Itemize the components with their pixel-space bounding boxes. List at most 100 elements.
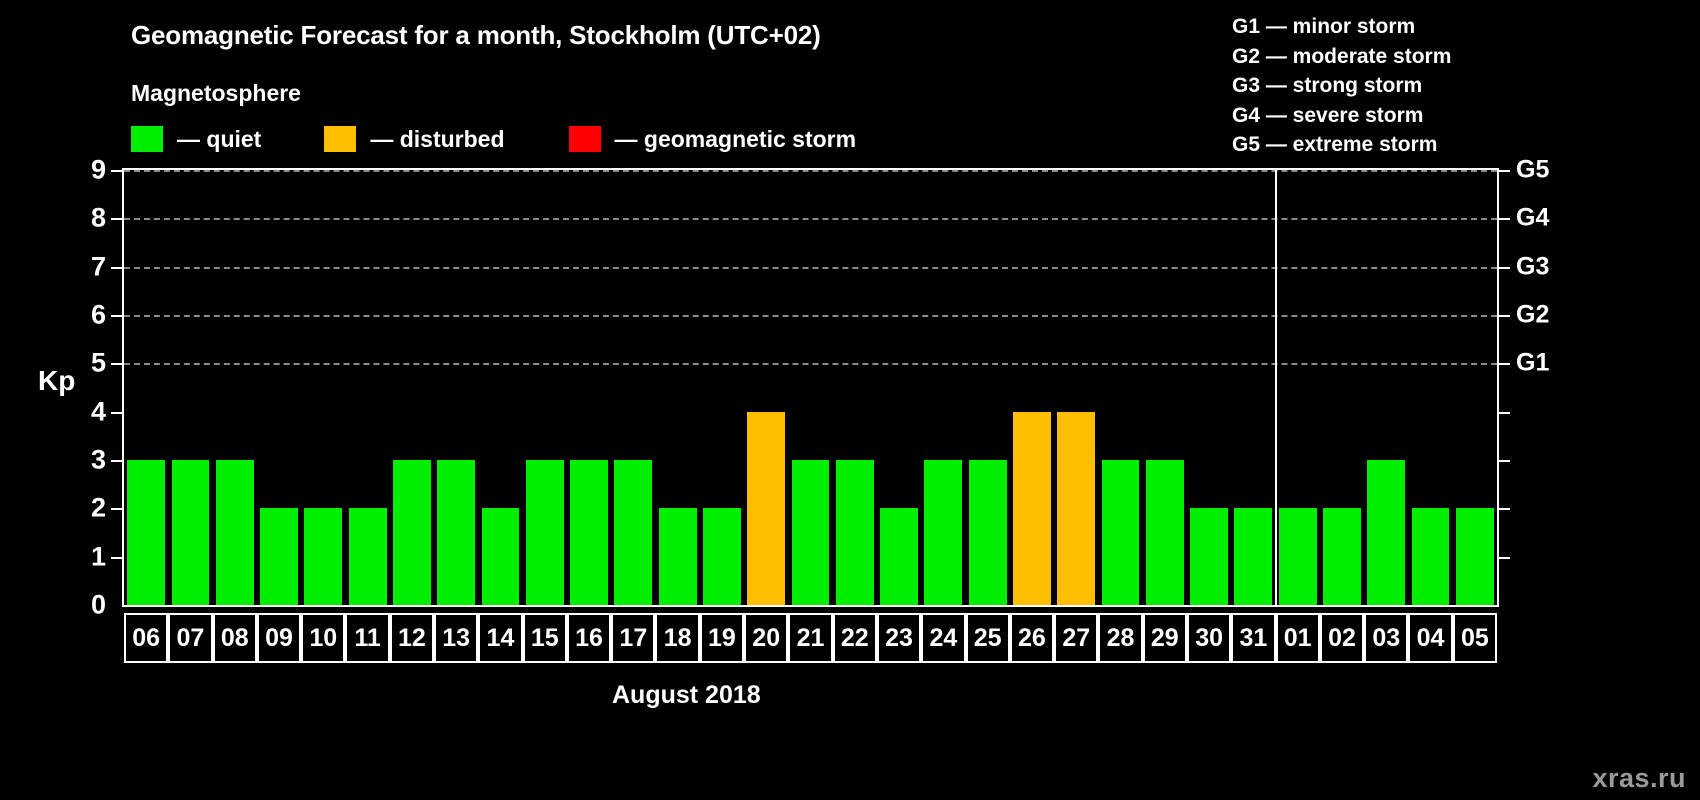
day-label-01[interactable]: 01 (1275, 613, 1320, 663)
bar-day-29[interactable] (1145, 460, 1184, 605)
day-label-11[interactable]: 11 (345, 613, 390, 663)
bar-day-15[interactable] (525, 460, 564, 605)
day-label-06[interactable]: 06 (124, 613, 169, 663)
legend-item-disturbed: — disturbed (324, 126, 505, 153)
bar-day-20[interactable] (747, 411, 786, 605)
day-label-25[interactable]: 25 (965, 613, 1010, 663)
day-label-13[interactable]: 13 (434, 613, 479, 663)
bar-day-09[interactable] (260, 508, 298, 605)
legend-item-storm: — geomagnetic storm (568, 126, 856, 153)
day-label-24[interactable]: 24 (921, 613, 966, 663)
gscale-legend: G1 — minor storm G2 — moderate storm G3 … (1232, 12, 1451, 160)
day-label-20[interactable]: 20 (744, 613, 789, 663)
y-tick-label-3: 3 (90, 444, 106, 475)
day-label-07[interactable]: 07 (168, 613, 213, 663)
legend-swatch-quiet-icon (131, 126, 163, 152)
day-label-03[interactable]: 03 (1364, 613, 1409, 663)
day-label-18[interactable]: 18 (655, 613, 700, 663)
magnetosphere-legend: — quiet — disturbed — geomagnetic storm (131, 124, 856, 154)
bar-day-17[interactable] (614, 460, 653, 605)
g-tick (1499, 508, 1510, 511)
legend-swatch-disturbed-icon (324, 126, 357, 152)
day-label-16[interactable]: 16 (566, 613, 612, 663)
day-label-28[interactable]: 28 (1098, 613, 1143, 663)
y-tick (111, 411, 122, 414)
y-tick (111, 363, 122, 366)
bar-day-19[interactable] (702, 508, 741, 605)
day-label-19[interactable]: 19 (699, 613, 745, 663)
bar-day-05[interactable] (1455, 508, 1494, 605)
bar-day-12[interactable] (392, 460, 431, 605)
g-tick (1499, 556, 1510, 559)
bar-day-11[interactable] (348, 508, 387, 605)
bar-day-16[interactable] (570, 460, 608, 605)
g-tick (1499, 363, 1510, 366)
y-tick (111, 508, 122, 511)
bar-day-24[interactable] (924, 460, 963, 605)
gscale-line-g4: G4 — severe storm (1232, 103, 1424, 127)
y-tick (111, 218, 122, 221)
day-label-04[interactable]: 04 (1408, 613, 1453, 663)
bar-day-30[interactable] (1190, 508, 1229, 605)
g-tick (1499, 315, 1510, 317)
g-axis-label-G1: G1 (1516, 348, 1550, 377)
bar-day-25[interactable] (968, 460, 1007, 605)
gscale-line-g3: G3 — strong storm (1232, 74, 1423, 97)
bar-day-10[interactable] (304, 508, 343, 605)
bar-day-26[interactable] (1013, 411, 1051, 605)
g-tick (1499, 218, 1510, 221)
bar-day-03[interactable] (1367, 460, 1406, 605)
bar-day-23[interactable] (880, 508, 918, 605)
bar-day-06[interactable] (127, 460, 166, 605)
bar-day-18[interactable] (658, 508, 697, 605)
y-tick-label-1: 1 (90, 541, 106, 572)
day-label-29[interactable]: 29 (1142, 613, 1187, 663)
day-label-09[interactable]: 09 (256, 613, 302, 663)
day-label-22[interactable]: 22 (832, 613, 877, 663)
gridline (124, 218, 1497, 221)
gridline (124, 315, 1497, 317)
x-axis-day-labels: 06 07 08 09 10 11 12 13 14 15 16 17 18 19 20 21 22 23 24 25… (122, 613, 1499, 663)
day-label-15[interactable]: 15 (522, 613, 567, 663)
bar-day-31[interactable] (1234, 508, 1273, 605)
day-label-05[interactable]: 05 (1452, 613, 1497, 663)
bar-day-14[interactable] (481, 508, 520, 605)
day-label-17[interactable]: 17 (611, 613, 656, 663)
y-tick-label-8: 8 (90, 202, 106, 233)
bar-day-04[interactable] (1411, 508, 1450, 605)
y-tick (111, 266, 122, 269)
g-axis-label-G5: G5 (1516, 155, 1550, 184)
day-label-21[interactable]: 21 (788, 613, 833, 663)
day-label-30[interactable]: 30 (1186, 613, 1232, 663)
y-tick-label-6: 6 (90, 299, 106, 330)
gridline (124, 266, 1497, 269)
bar-day-27[interactable] (1057, 411, 1096, 605)
legend-label-quiet: — quiet (177, 125, 262, 152)
day-label-02[interactable]: 02 (1319, 613, 1365, 663)
g-tick (1499, 411, 1510, 414)
day-label-14[interactable]: 14 (478, 613, 523, 663)
bar-day-13[interactable] (437, 460, 476, 605)
legend-item-quiet: — quiet (131, 126, 261, 153)
day-label-27[interactable]: 27 (1054, 613, 1099, 663)
day-label-26[interactable]: 26 (1009, 613, 1055, 663)
day-label-10[interactable]: 10 (301, 613, 346, 663)
y-tick (111, 556, 122, 559)
bar-day-02[interactable] (1323, 508, 1361, 605)
day-label-23[interactable]: 23 (876, 613, 922, 663)
day-label-08[interactable]: 08 (212, 613, 257, 663)
bar-day-22[interactable] (835, 460, 874, 605)
y-tick-label-9: 9 (90, 154, 106, 185)
bar-day-01[interactable] (1278, 508, 1317, 605)
bar-day-21[interactable] (791, 460, 830, 605)
day-label-31[interactable]: 31 (1231, 613, 1276, 663)
y-tick (111, 315, 122, 317)
g-axis-label-G2: G2 (1516, 300, 1550, 329)
g-axis-label-G4: G4 (1516, 203, 1550, 232)
bar-day-07[interactable] (171, 460, 210, 605)
g-axis-label-G3: G3 (1516, 252, 1550, 281)
day-label-12[interactable]: 12 (389, 613, 435, 663)
bar-day-28[interactable] (1101, 460, 1140, 605)
bar-day-08[interactable] (215, 460, 254, 605)
